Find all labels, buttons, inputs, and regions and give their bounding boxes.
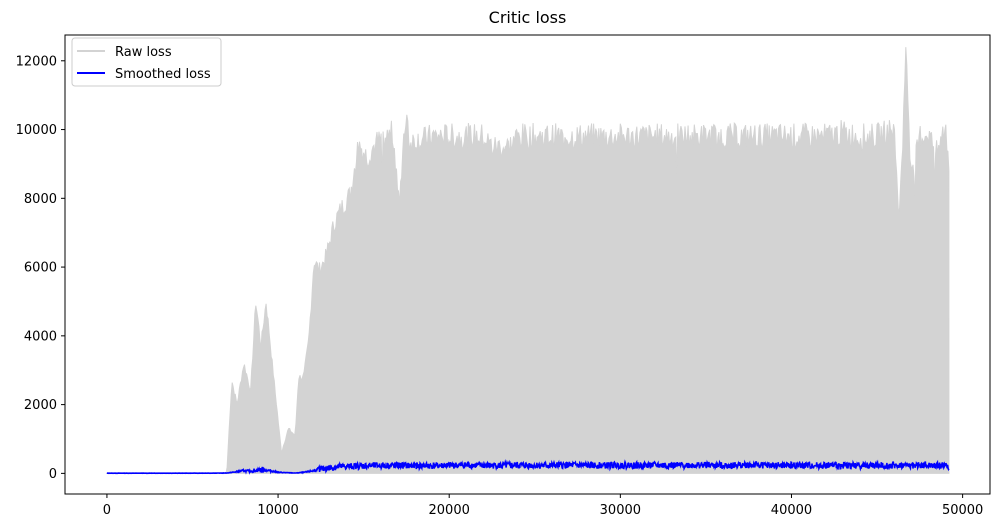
y-tick-label: 8000 bbox=[24, 192, 57, 207]
x-tick-label: 40000 bbox=[771, 503, 812, 518]
y-tick-label: 2000 bbox=[24, 398, 57, 413]
legend-raw-loss-label: Raw loss bbox=[115, 45, 172, 60]
y-tick-label: 10000 bbox=[16, 123, 57, 138]
y-tick-label: 0 bbox=[49, 467, 57, 482]
y-tick-label: 12000 bbox=[16, 54, 57, 69]
smoothed-loss-series bbox=[106, 459, 950, 475]
x-tick-label: 20000 bbox=[429, 503, 470, 518]
y-tick-label: 6000 bbox=[24, 261, 57, 276]
legend-smoothed-loss-label: Smoothed loss bbox=[115, 67, 211, 82]
x-tick-label: 10000 bbox=[257, 503, 298, 518]
plot-area bbox=[105, 47, 950, 475]
raw-loss-series bbox=[105, 47, 950, 474]
y-tick-label: 4000 bbox=[24, 329, 57, 344]
x-tick-label: 0 bbox=[103, 503, 111, 518]
y-axis: 0 2000 4000 6000 8000 10000 12000 bbox=[16, 54, 65, 482]
plot-frame bbox=[64, 34, 991, 495]
legend: Raw loss Smoothed loss bbox=[71, 37, 222, 87]
legend-box bbox=[71, 37, 222, 87]
x-tick-label: 30000 bbox=[600, 503, 641, 518]
x-tick-label: 50000 bbox=[942, 503, 983, 518]
x-axis: 0 10000 20000 30000 40000 50000 bbox=[103, 494, 983, 518]
chart-title: Critic loss bbox=[489, 8, 567, 27]
